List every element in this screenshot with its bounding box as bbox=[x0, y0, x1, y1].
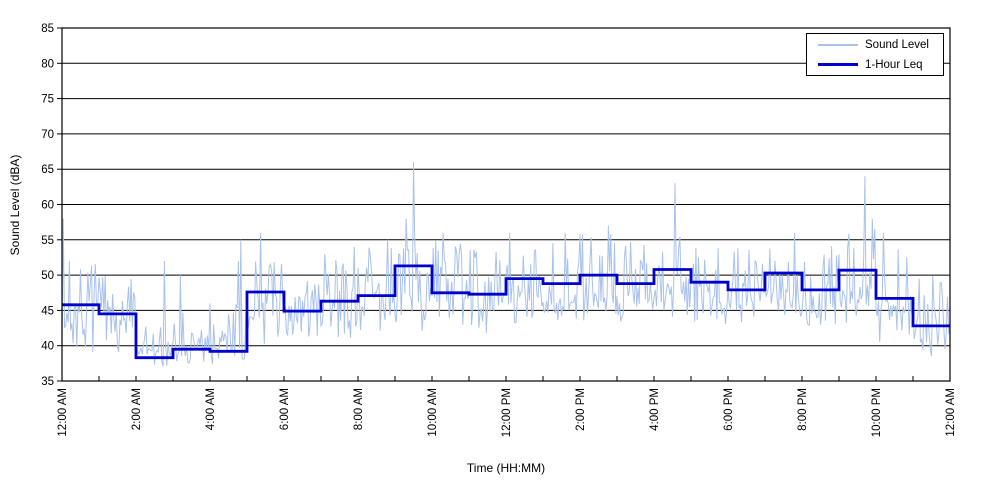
x-tick-label: 10:00 AM bbox=[427, 388, 439, 437]
x-tick-labels: 12:00 AM 2:00 AM 4:00 AM 6:00 AM 8:00 AM 10:0… bbox=[57, 388, 957, 437]
legend-item-1-hour-leq: 1-Hour Leq bbox=[807, 55, 943, 75]
sound-level-series bbox=[61, 162, 951, 367]
x-tick-label: 6:00 AM bbox=[279, 388, 291, 430]
y-tick-label: 65 bbox=[41, 164, 54, 176]
legend: Sound Level 1-Hour Leq bbox=[806, 33, 944, 76]
y-tick-label: 85 bbox=[41, 23, 54, 35]
x-tick-label: 2:00 AM bbox=[131, 388, 143, 430]
y-tick-labels: 35 40 45 50 55 60 65 70 75 80 85 bbox=[41, 23, 54, 388]
legend-item-sound-level: Sound Level bbox=[807, 35, 943, 55]
y-axis-title: Sound Level (dBA) bbox=[8, 155, 22, 256]
x-tick-label: 10:00 PM bbox=[871, 388, 883, 437]
x-tick-label: 8:00 PM bbox=[797, 388, 809, 431]
x-ticks bbox=[61, 376, 951, 381]
y-tick-label: 75 bbox=[41, 94, 54, 106]
x-tick-label: 12:00 AM bbox=[945, 388, 957, 437]
y-tick-label: 40 bbox=[41, 341, 54, 353]
legend-label-sound-level: Sound Level bbox=[865, 38, 929, 51]
legend-label-1-hour-leq: 1-Hour Leq bbox=[865, 58, 923, 71]
y-tick-label: 80 bbox=[41, 58, 54, 70]
y-tick-label: 60 bbox=[41, 200, 54, 212]
y-tick-label: 70 bbox=[41, 129, 54, 141]
y-tick-label: 45 bbox=[41, 305, 54, 317]
generated-plot: 35 40 45 50 55 60 65 70 75 80 85 12:00 AM 2:00 AM 4:0… bbox=[41, 23, 957, 437]
leq-step-line bbox=[62, 264, 950, 360]
leq-series bbox=[62, 264, 950, 360]
x-tick-label: 4:00 PM bbox=[649, 388, 661, 431]
x-axis-title: Time (HH:MM) bbox=[467, 461, 545, 475]
y-ticks bbox=[57, 27, 62, 382]
y-gridlines bbox=[62, 62, 950, 347]
sound-level-line-swatch bbox=[818, 43, 858, 46]
x-tick-label: 6:00 PM bbox=[723, 388, 735, 431]
x-tick-label: 12:00 PM bbox=[501, 388, 513, 437]
x-tick-label: 8:00 AM bbox=[353, 388, 365, 430]
y-tick-label: 55 bbox=[41, 235, 54, 247]
sound-level-trace bbox=[61, 162, 951, 367]
y-tick-label: 35 bbox=[41, 376, 54, 388]
y-tick-label: 50 bbox=[41, 270, 54, 282]
leq-line-swatch bbox=[818, 63, 858, 66]
x-tick-label: 12:00 AM bbox=[57, 388, 69, 437]
x-tick-label: 2:00 PM bbox=[575, 388, 587, 431]
x-tick-label: 4:00 AM bbox=[205, 388, 217, 430]
